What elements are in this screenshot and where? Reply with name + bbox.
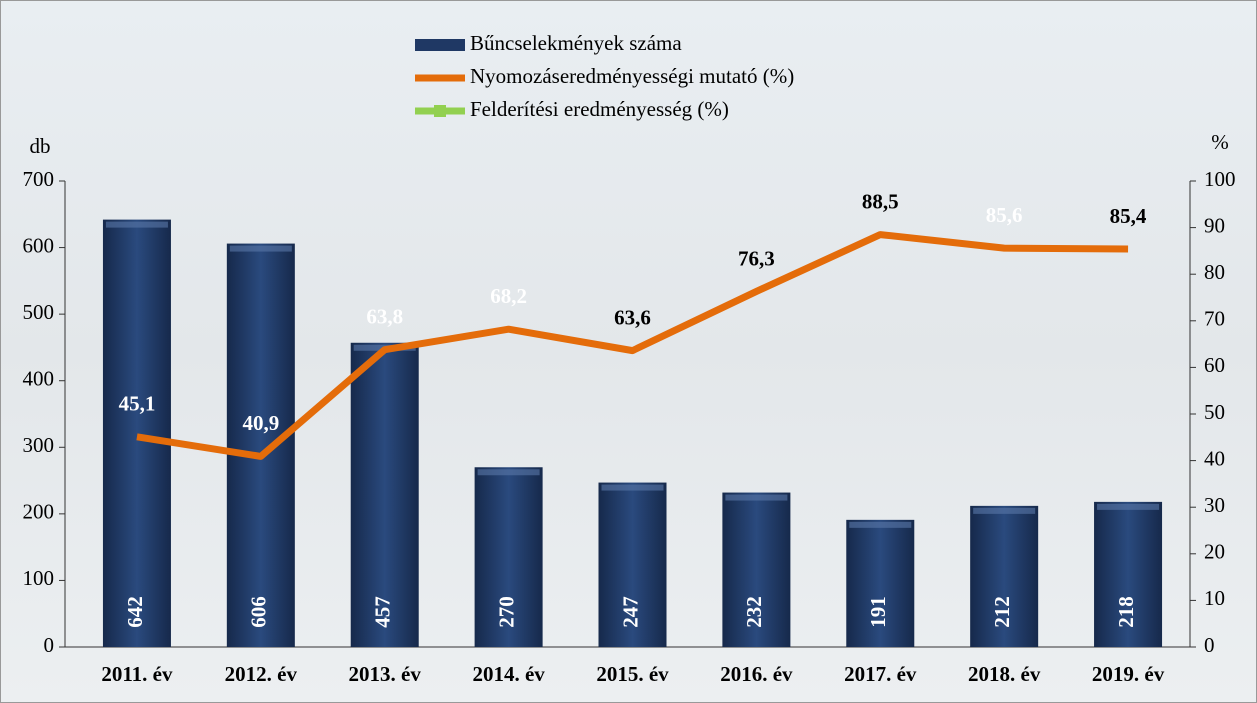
y2-tick-label: 30 [1204, 493, 1225, 517]
y-tick-label: 700 [23, 167, 55, 191]
bar-value-label: 232 [742, 596, 766, 628]
x-tick-label: 2013. év [349, 662, 422, 686]
bar-bevel [229, 245, 292, 252]
x-tick-label: 2019. év [1092, 662, 1165, 686]
x-tick-label: 2018. év [968, 662, 1041, 686]
y2-tick-label: 20 [1204, 540, 1225, 564]
bar-value-label: 212 [990, 596, 1014, 628]
bar-value-label: 270 [494, 596, 518, 628]
bar [846, 519, 915, 647]
line [136, 231, 1129, 460]
legend-marker [434, 105, 446, 117]
line-value-label: 76,3 [738, 246, 775, 270]
y-tick-label: 0 [44, 633, 55, 657]
legend-label: Nyomozáseredményességi mutató (%) [470, 64, 794, 88]
y-tick-label: 300 [23, 433, 55, 457]
bar [598, 482, 667, 647]
y2-tick-label: 90 [1204, 213, 1225, 237]
line-value-label: 45,1 [119, 392, 156, 416]
line-value-label: 68,2 [490, 284, 527, 308]
y-tick-label: 400 [23, 367, 55, 391]
line-value-label: 63,8 [366, 305, 403, 329]
bar [350, 342, 419, 647]
bar-value-label: 642 [123, 596, 147, 628]
y2-tick-label: 10 [1204, 586, 1225, 610]
legend-swatch [415, 39, 465, 51]
line-value-label: 40,9 [242, 411, 279, 435]
bar [1094, 501, 1163, 647]
y2-tick-label: 50 [1204, 400, 1225, 424]
line-value-label: 85,6 [986, 203, 1023, 227]
x-tick-label: 2015. év [596, 662, 669, 686]
x-tick-label: 2017. év [844, 662, 917, 686]
y2-tick-label: 0 [1204, 633, 1215, 657]
bar-bevel [477, 469, 540, 476]
bar-value-label: 457 [371, 596, 395, 628]
y-tick-label: 200 [23, 500, 55, 524]
x-tick-label: 2011. év [101, 662, 173, 686]
bar-bevel [973, 507, 1036, 514]
y2-tick-label: 40 [1204, 446, 1225, 470]
bar-bevel [1097, 503, 1160, 510]
y-tick-label: 600 [23, 233, 55, 257]
bar-bevel [725, 494, 788, 501]
x-tick-label: 2016. év [720, 662, 793, 686]
bar-value-label: 218 [1114, 596, 1138, 628]
y2-tick-label: 60 [1204, 353, 1225, 377]
y2-axis-label: % [1211, 130, 1229, 154]
y2-tick-label: 70 [1204, 307, 1225, 331]
legend-label: Felderítési eredményesség (%) [470, 97, 729, 121]
bar [102, 219, 171, 647]
y2-tick-label: 100 [1204, 167, 1236, 191]
bar [722, 492, 791, 647]
line-value-label: 63,6 [614, 305, 651, 329]
y-axis-label: db [30, 134, 51, 158]
bar-value-label: 191 [866, 596, 890, 628]
bar-value-label: 247 [618, 596, 642, 628]
bar-value-label: 606 [247, 596, 271, 628]
line-value-label: 88,5 [862, 189, 899, 213]
x-tick-label: 2012. év [225, 662, 298, 686]
y-tick-label: 100 [23, 566, 55, 590]
y2-tick-label: 80 [1204, 260, 1225, 284]
line-value-label: 85,4 [1110, 204, 1147, 228]
bar-bevel [849, 521, 912, 528]
bar [474, 467, 543, 647]
bar [226, 243, 295, 647]
bar-bevel [601, 484, 664, 491]
x-tick-label: 2014. év [472, 662, 545, 686]
legend-label: Bűncselekmények száma [470, 31, 682, 55]
bar [970, 505, 1039, 647]
bar-bevel [105, 221, 168, 228]
y-tick-label: 500 [23, 300, 55, 324]
